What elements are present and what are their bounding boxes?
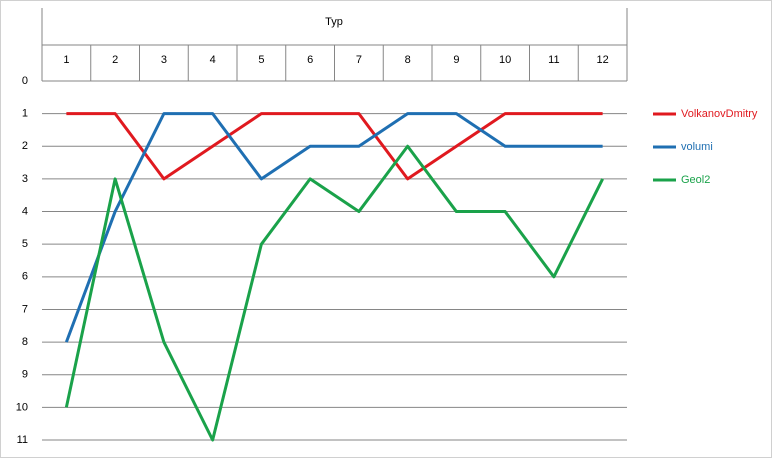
x-tick-label: 1 xyxy=(63,54,69,66)
y-tick-label: 3 xyxy=(22,173,28,185)
y-tick-label: 5 xyxy=(22,238,28,250)
y-tick-label: 7 xyxy=(22,303,28,315)
x-tick-label: 6 xyxy=(307,54,313,66)
legend-label: volumi xyxy=(681,141,713,153)
y-tick-label: 8 xyxy=(22,336,28,348)
x-tick-label: 4 xyxy=(210,54,216,66)
series-line xyxy=(64,112,603,343)
x-tick-label: 12 xyxy=(597,54,609,66)
x-tick-label: 8 xyxy=(405,54,411,66)
y-tick-label: 9 xyxy=(22,369,28,381)
y-tick-label: 0 xyxy=(22,75,28,87)
x-tick-label: 9 xyxy=(453,54,459,66)
x-tick-label: 7 xyxy=(356,54,362,66)
x-tick-label: 3 xyxy=(161,54,167,66)
series-line xyxy=(64,144,604,442)
x-axis-title: Typ xyxy=(325,16,343,28)
y-tick-label: 2 xyxy=(22,140,28,152)
x-tick-label: 2 xyxy=(112,54,118,66)
x-tick-label: 5 xyxy=(258,54,264,66)
legend-label: Geol2 xyxy=(681,174,710,186)
y-tick-label: 6 xyxy=(22,271,28,283)
x-tick-label: 11 xyxy=(548,54,559,66)
y-tick-label: 1 xyxy=(22,108,28,120)
y-tick-label: 11 xyxy=(17,434,28,446)
y-tick-label: 4 xyxy=(22,205,28,217)
y-tick-label: 10 xyxy=(16,401,28,413)
x-tick-label: 10 xyxy=(499,54,511,66)
series-line xyxy=(66,112,603,181)
legend-label: VolkanovDmitry xyxy=(681,108,758,120)
